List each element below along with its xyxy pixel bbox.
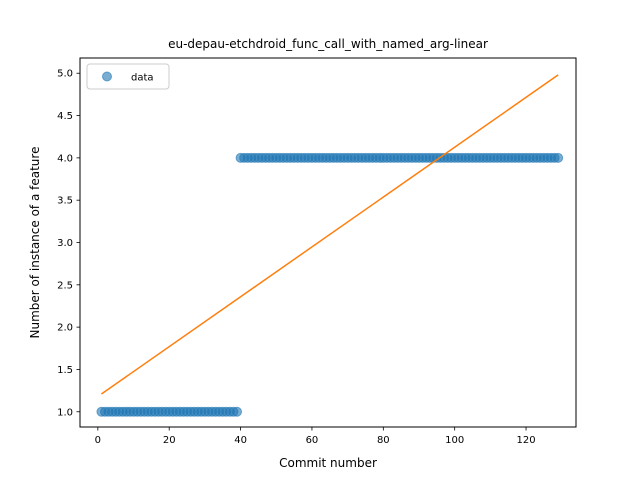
axes-frame	[79, 57, 577, 428]
legend-marker-data	[102, 71, 112, 82]
y-tick-label: 5.0	[57, 69, 73, 80]
data-point	[232, 406, 243, 417]
x-tick-label: 60	[306, 435, 319, 446]
y-tick-label: 3.5	[57, 196, 73, 207]
y-tick-label: 3.0	[57, 238, 73, 249]
chart-title: eu-depau-etchdroid_func_call_with_named_…	[168, 37, 488, 51]
y-tick-label: 1.0	[57, 407, 73, 418]
x-tick-label: 80	[377, 435, 390, 446]
legend: data	[86, 63, 170, 90]
y-tick-label: 2.0	[57, 323, 73, 334]
x-axis-label: Commit number	[279, 456, 377, 470]
y-tick-label: 2.5	[57, 280, 73, 291]
legend-label-data: data	[131, 73, 154, 84]
x-tick-label: 40	[234, 435, 247, 446]
x-tick-label: 0	[95, 435, 101, 446]
plot-area	[96, 74, 564, 417]
y-tick-label: 1.5	[57, 365, 73, 376]
y-tick-label: 4.5	[57, 111, 73, 122]
x-axis: 0 20 40 60 80 100 120	[95, 427, 536, 446]
y-axis: 1.0 1.5 2.0 2.5 3.0 3.5 4.0 4.5 5.0	[57, 69, 80, 418]
x-tick-label: 20	[163, 435, 176, 446]
x-tick-label: 120	[516, 435, 535, 446]
y-tick-label: 4.0	[57, 153, 73, 164]
legend-box	[86, 63, 170, 90]
x-tick-label: 100	[445, 435, 464, 446]
data-point	[553, 152, 564, 163]
y-axis-label: Number of instance of a feature	[28, 147, 42, 339]
fit-line	[100, 74, 559, 395]
